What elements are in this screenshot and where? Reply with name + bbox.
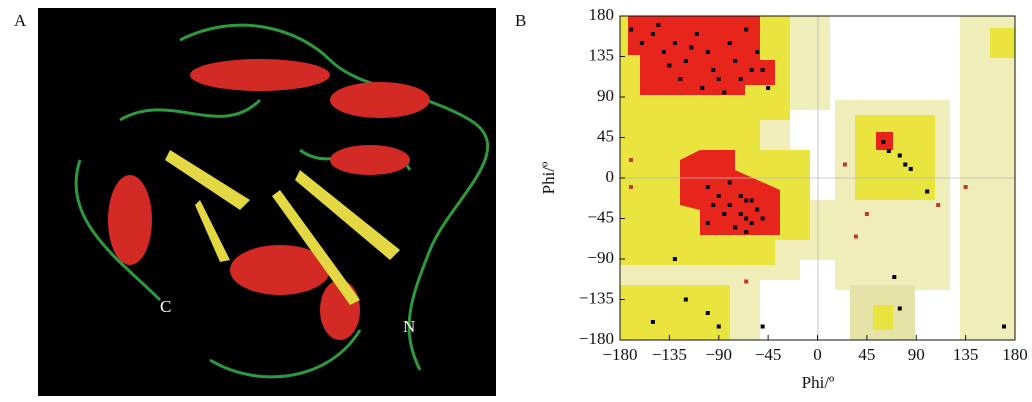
point [716, 194, 721, 198]
point [738, 194, 743, 198]
point [744, 27, 749, 32]
x-tick-label: 0 [813, 345, 822, 364]
x-tick-label: 135 [953, 345, 979, 364]
x-tick-label: 45 [858, 345, 875, 364]
terminus-label: N [403, 317, 415, 336]
y-tick-label: −180 [579, 329, 614, 348]
y-tick-label: 180 [589, 5, 615, 24]
point [766, 86, 771, 90]
point [755, 207, 760, 212]
point [897, 153, 902, 158]
point [650, 320, 655, 324]
point [727, 180, 732, 185]
x-tick-label: −135 [652, 345, 687, 364]
x-tick-label: 180 [1002, 345, 1028, 364]
y-tick-label: 135 [589, 45, 615, 64]
point [886, 149, 891, 153]
point [683, 59, 688, 63]
point [744, 230, 749, 234]
point [727, 41, 732, 45]
strands [165, 150, 400, 305]
point [963, 185, 968, 189]
point [716, 324, 721, 329]
point [733, 225, 738, 230]
terminus-label: C [160, 297, 171, 316]
point [908, 167, 913, 171]
point [853, 234, 858, 239]
point [760, 324, 765, 329]
point [678, 77, 683, 81]
x-tick-label: −45 [755, 345, 782, 364]
point [733, 59, 738, 63]
point [744, 198, 749, 203]
y-tick-label: 0 [606, 167, 615, 186]
point [864, 212, 869, 216]
point [705, 50, 710, 54]
coil [74, 23, 490, 379]
point [722, 90, 727, 95]
point [716, 77, 721, 81]
y-tick-label: −90 [587, 248, 614, 267]
y-tick-label: 45 [597, 126, 614, 145]
point [650, 32, 655, 36]
point [656, 23, 661, 27]
point [667, 63, 672, 68]
point [881, 140, 886, 144]
point [1002, 324, 1007, 329]
point [661, 50, 666, 54]
y-axis-title: Phi/º [539, 162, 558, 195]
point [760, 68, 765, 72]
panel-label: A [14, 11, 27, 30]
point [711, 203, 716, 207]
point [749, 221, 754, 225]
point [672, 257, 677, 261]
point [672, 41, 677, 45]
point [925, 189, 930, 194]
point [727, 203, 732, 207]
point [628, 185, 633, 189]
point [755, 50, 760, 54]
y-tick-label: 90 [597, 86, 614, 105]
point [744, 279, 749, 284]
point [738, 77, 743, 81]
point [897, 306, 902, 311]
point [683, 297, 688, 302]
point [639, 41, 644, 45]
point [744, 216, 749, 221]
point [628, 158, 633, 162]
y-tick-label: −45 [587, 207, 614, 226]
panel-label: B [515, 11, 526, 30]
point [705, 221, 710, 225]
point [738, 212, 743, 216]
point [689, 45, 694, 50]
point [722, 212, 727, 216]
x-tick-label: 90 [908, 345, 925, 364]
point [711, 68, 716, 72]
x-tick-label: −180 [602, 345, 637, 364]
point [903, 162, 908, 167]
point [749, 68, 754, 72]
helices [108, 59, 430, 340]
point [936, 203, 941, 207]
point [700, 86, 705, 90]
x-tick-label: −90 [705, 345, 732, 364]
point [694, 32, 699, 36]
point [705, 185, 710, 189]
point [705, 311, 710, 315]
y-tick-label: −135 [579, 288, 614, 307]
point [628, 27, 633, 32]
point [760, 216, 765, 221]
regions [620, 16, 1015, 340]
point [892, 275, 897, 279]
point [842, 162, 847, 167]
x-axis-title: Phi/º [802, 373, 835, 392]
point [749, 198, 754, 203]
